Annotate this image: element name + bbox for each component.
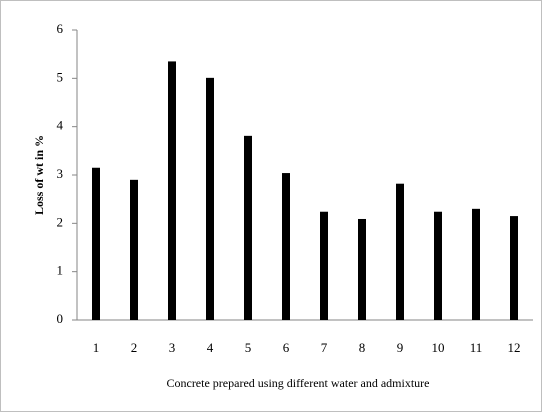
x-axis-title: Concrete prepared using different water … — [166, 376, 429, 390]
bar — [434, 211, 442, 320]
bar — [92, 167, 100, 320]
bar — [472, 208, 480, 320]
y-axis-title: Loss of wt in % — [32, 135, 46, 215]
x-tick-label: 6 — [283, 340, 290, 355]
bar — [510, 216, 518, 320]
x-tick-label: 3 — [169, 340, 176, 355]
y-tick-label: 1 — [57, 263, 64, 278]
x-tick-label: 11 — [470, 340, 483, 355]
x-tick-label: 9 — [397, 340, 404, 355]
x-tick-label: 2 — [131, 340, 138, 355]
x-tick-label: 7 — [321, 340, 328, 355]
bar — [396, 183, 404, 320]
y-tick-label: 5 — [57, 69, 64, 84]
x-tick-label: 8 — [359, 340, 366, 355]
y-tick-label: 3 — [57, 166, 64, 181]
x-tick-label: 1 — [93, 340, 100, 355]
x-tick-label: 10 — [432, 340, 445, 355]
bar — [320, 211, 328, 320]
bar — [130, 179, 138, 320]
x-tick-label: 4 — [207, 340, 214, 355]
bar — [358, 218, 366, 320]
bar — [168, 61, 176, 321]
y-tick-label: 4 — [57, 118, 64, 133]
x-tick-label: 5 — [245, 340, 252, 355]
y-tick-label: 6 — [57, 21, 64, 36]
x-tick-label: 12 — [508, 340, 521, 355]
bar — [244, 135, 252, 320]
bar — [282, 173, 290, 320]
y-tick-label: 0 — [57, 311, 64, 326]
y-tick-label: 2 — [57, 214, 64, 229]
bar — [206, 77, 214, 320]
